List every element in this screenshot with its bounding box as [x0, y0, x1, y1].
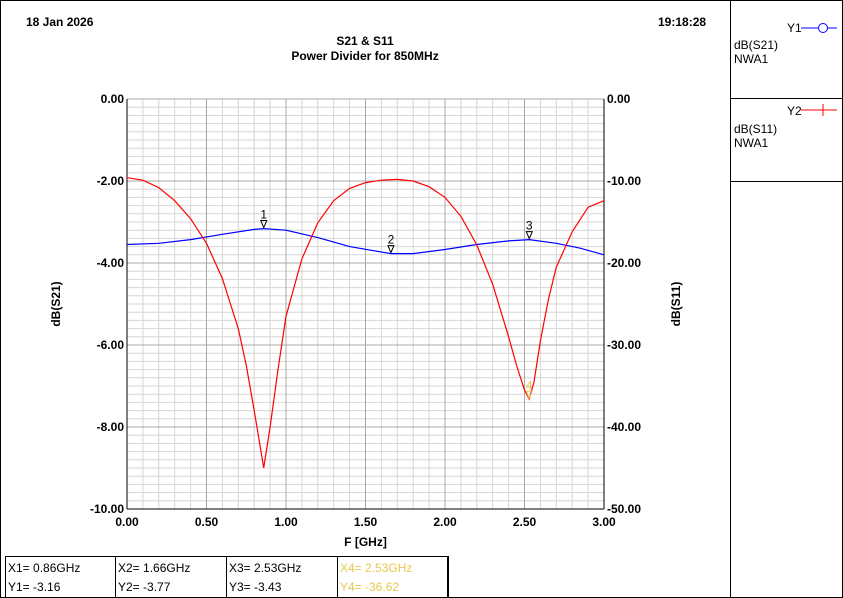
series-line-dB(S21) [126, 227, 605, 256]
readout-y4: Y4= -36.62 [340, 580, 400, 594]
y-tick-label-right: -40.00 [607, 420, 641, 434]
y-tick-label-left: -4.00 [97, 256, 125, 270]
readout-x1: X1= 0.86GHz [8, 561, 81, 575]
x-tick-label: 0.00 [115, 515, 139, 529]
time-label: 19:18:28 [658, 15, 707, 29]
series-line-dB(S11) [126, 177, 605, 469]
marker-4-icon [525, 390, 534, 400]
x-tick-label: 2.00 [433, 515, 457, 529]
x-tick-label: 1.00 [274, 515, 298, 529]
x-tick-label: 1.50 [354, 515, 378, 529]
y-tick-label-left: -10.00 [90, 502, 124, 516]
y-tick-label-right: 0.00 [607, 92, 631, 106]
legend-tag-y2: Y2 [787, 104, 802, 118]
y-tick-label-right: -10.00 [607, 174, 641, 188]
date-label: 18 Jan 2026 [26, 15, 94, 29]
legend-source-y1: NWA1 [734, 52, 769, 66]
readout-cell-1: X1= 0.86GHz Y1= -3.16 [6, 557, 116, 598]
legend-series-name-y2: dB(S11) [734, 122, 778, 136]
readout-y1: Y1= -3.16 [8, 580, 61, 594]
marker-2-icon [387, 245, 395, 254]
y-tick-label-left: -6.00 [97, 338, 125, 352]
x-axis-label: F [GHz] [344, 535, 387, 549]
legend-panel: Y1 dB(S21) NWA1 Y2 dB(S11) NWA1 [730, 0, 843, 598]
readout-y3: Y3= -3.43 [229, 580, 282, 594]
plot-area[interactable]: 0.00 0.50 1.00 1.50 2.00 2.50 3.00 0.00 -2.00 -4.… [0, 0, 730, 556]
y-axis-label-left: dB(S21) [49, 281, 63, 326]
readout-cell-2: X2= 1.66GHz Y2= -3.77 [116, 557, 227, 598]
x-tick-label: 3.00 [592, 515, 616, 529]
legend-tag-y1: Y1 [787, 21, 802, 35]
plus-marker-icon [801, 104, 837, 116]
y-axis-label-right: dB(S11) [669, 282, 683, 327]
readout-x2: X2= 1.66GHz [118, 561, 191, 575]
marker-1-icon [259, 220, 268, 229]
y-tick-label-right: -20.00 [607, 256, 641, 270]
readout-x4: X4= 2.53GHz [340, 561, 413, 575]
y-tick-label-right: -30.00 [607, 338, 641, 352]
legend-source-y2: NWA1 [734, 136, 769, 150]
chart-subtitle: Power Divider for 850MHz [291, 49, 439, 63]
marker-readout-table: X1= 0.86GHz Y1= -3.16 X2= 1.66GHz Y2= -3… [5, 556, 449, 598]
legend-entry-y2[interactable]: Y2 dB(S11) NWA1 [731, 99, 843, 182]
marker-2-label: 2 [388, 233, 395, 247]
y-tick-label-left: -2.00 [97, 174, 125, 188]
readout-x3: X3= 2.53GHz [229, 561, 302, 575]
chart-title: S21 & S11 [336, 34, 394, 48]
legend-entry-y1[interactable]: Y1 dB(S21) NWA1 [731, 0, 843, 99]
readout-cell-3: X3= 2.53GHz Y3= -3.43 [227, 557, 338, 598]
marker-3-icon [525, 231, 534, 240]
x-tick-label: 2.50 [513, 515, 537, 529]
circle-marker-icon [801, 23, 837, 33]
marker-3-label: 3 [526, 219, 533, 233]
y-tick-label-left: 0.00 [101, 92, 125, 106]
readout-y2: Y2= -3.77 [118, 580, 171, 594]
marker-4-label: 4 [526, 378, 533, 392]
legend-series-name-y1: dB(S21) [734, 38, 779, 52]
marker-1-label: 1 [260, 208, 267, 222]
x-tick-label: 0.50 [195, 515, 219, 529]
readout-cell-4: X4= 2.53GHz Y4= -36.62 [338, 557, 448, 598]
y-tick-label-right: -50.00 [607, 502, 641, 516]
y-tick-label-left: -8.00 [97, 420, 125, 434]
